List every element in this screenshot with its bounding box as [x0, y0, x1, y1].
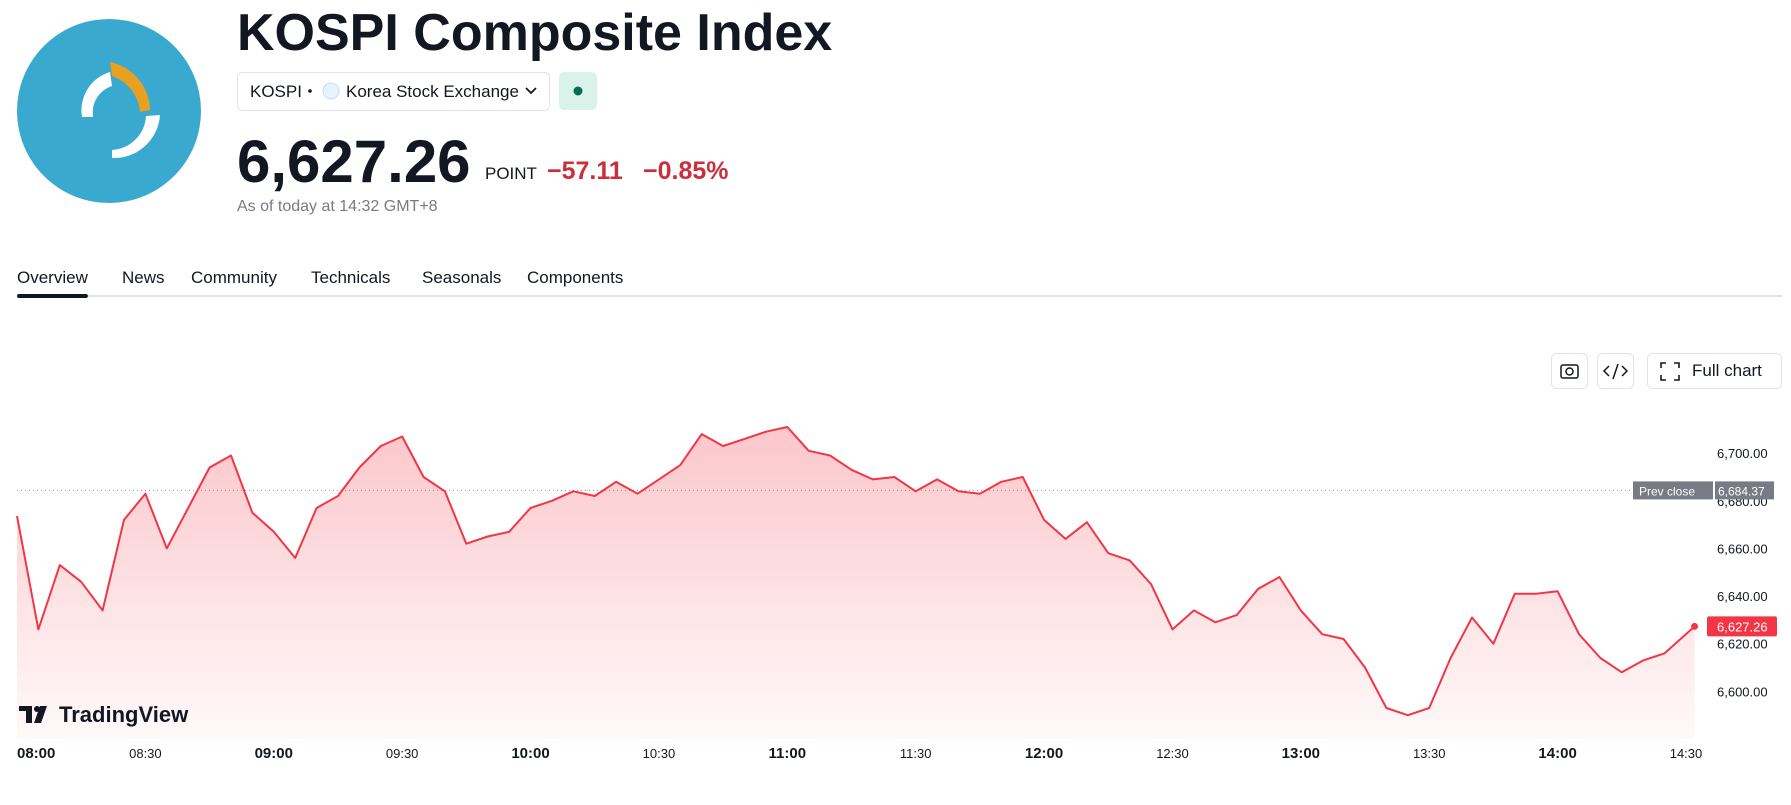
x-tick-label: 08:30 — [129, 746, 162, 761]
x-tick-label: 12:30 — [1156, 746, 1189, 761]
last-value-tag — [1707, 616, 1777, 637]
y-tick-label: 6,600.00 — [1717, 684, 1768, 699]
y-tick-label: 6,700.00 — [1717, 446, 1768, 461]
toolbar: Full chart — [1551, 353, 1782, 389]
y-tick-label: 6,620.00 — [1717, 637, 1768, 652]
unit: POINT — [485, 164, 537, 183]
x-tick-label: 12:00 — [1025, 745, 1063, 762]
x-tick-label: 13:30 — [1413, 746, 1446, 761]
tab[interactable]: Seasonals — [422, 268, 501, 287]
last-point — [1691, 622, 1699, 630]
x-tick-label: 13:00 — [1282, 745, 1320, 762]
brand: TradingView — [19, 702, 189, 727]
y-tick-label: 6,660.00 — [1717, 541, 1768, 556]
prev-close-value: 6,684.37 — [1718, 484, 1765, 498]
tab[interactable]: Overview — [17, 268, 89, 287]
change-pct: −0.85% — [643, 157, 729, 185]
prev-close-name: Prev close — [1639, 484, 1695, 498]
prev-close-tag — [1633, 481, 1713, 500]
chart: 6,600.006,620.006,640.006,660.006,680.00… — [16, 426, 1777, 762]
brand-name: TradingView — [59, 702, 189, 727]
tab[interactable]: News — [122, 268, 165, 287]
title: KOSPI Composite Index — [237, 4, 832, 62]
x-tick-label: 14:30 — [1670, 746, 1703, 761]
y-tick-label: 6,640.00 — [1717, 589, 1768, 604]
last-value: 6,627.26 — [1717, 619, 1768, 634]
tab[interactable]: Components — [527, 268, 623, 287]
x-tick-label: 08:00 — [17, 745, 55, 762]
full-chart-button[interactable] — [1647, 353, 1782, 389]
symbol: KOSPI — [250, 82, 302, 101]
x-tick-label: 10:00 — [511, 745, 549, 762]
prev-close-value-tag — [1715, 481, 1774, 500]
tab[interactable]: Community — [191, 268, 277, 287]
change: −57.11 — [547, 157, 623, 185]
x-tick-label: 14:00 — [1538, 745, 1576, 762]
area — [17, 427, 1695, 739]
snapshot-button[interactable] — [1551, 353, 1588, 389]
logo — [17, 19, 201, 203]
x-tick-label: 09:30 — [386, 746, 419, 761]
tabs: Overview News Community Technicals Seasonals… — [17, 268, 623, 298]
exchange: Korea Stock Exchange — [346, 82, 519, 101]
price: 6,627.26 — [237, 128, 471, 195]
full-chart-label: Full chart — [1692, 361, 1762, 380]
symbol-pill[interactable] — [237, 72, 550, 111]
as-of: As of today at 14:32 GMT+8 — [237, 198, 438, 215]
line — [16, 426, 1696, 717]
x-tick-label: 09:00 — [255, 745, 293, 762]
x-tick-label: 11:30 — [900, 746, 932, 761]
x-tick-label: 10:30 — [643, 746, 676, 761]
tab-underline — [17, 294, 88, 298]
tab[interactable]: Technicals — [311, 268, 390, 287]
x-tick-label: 11:00 — [769, 745, 807, 762]
